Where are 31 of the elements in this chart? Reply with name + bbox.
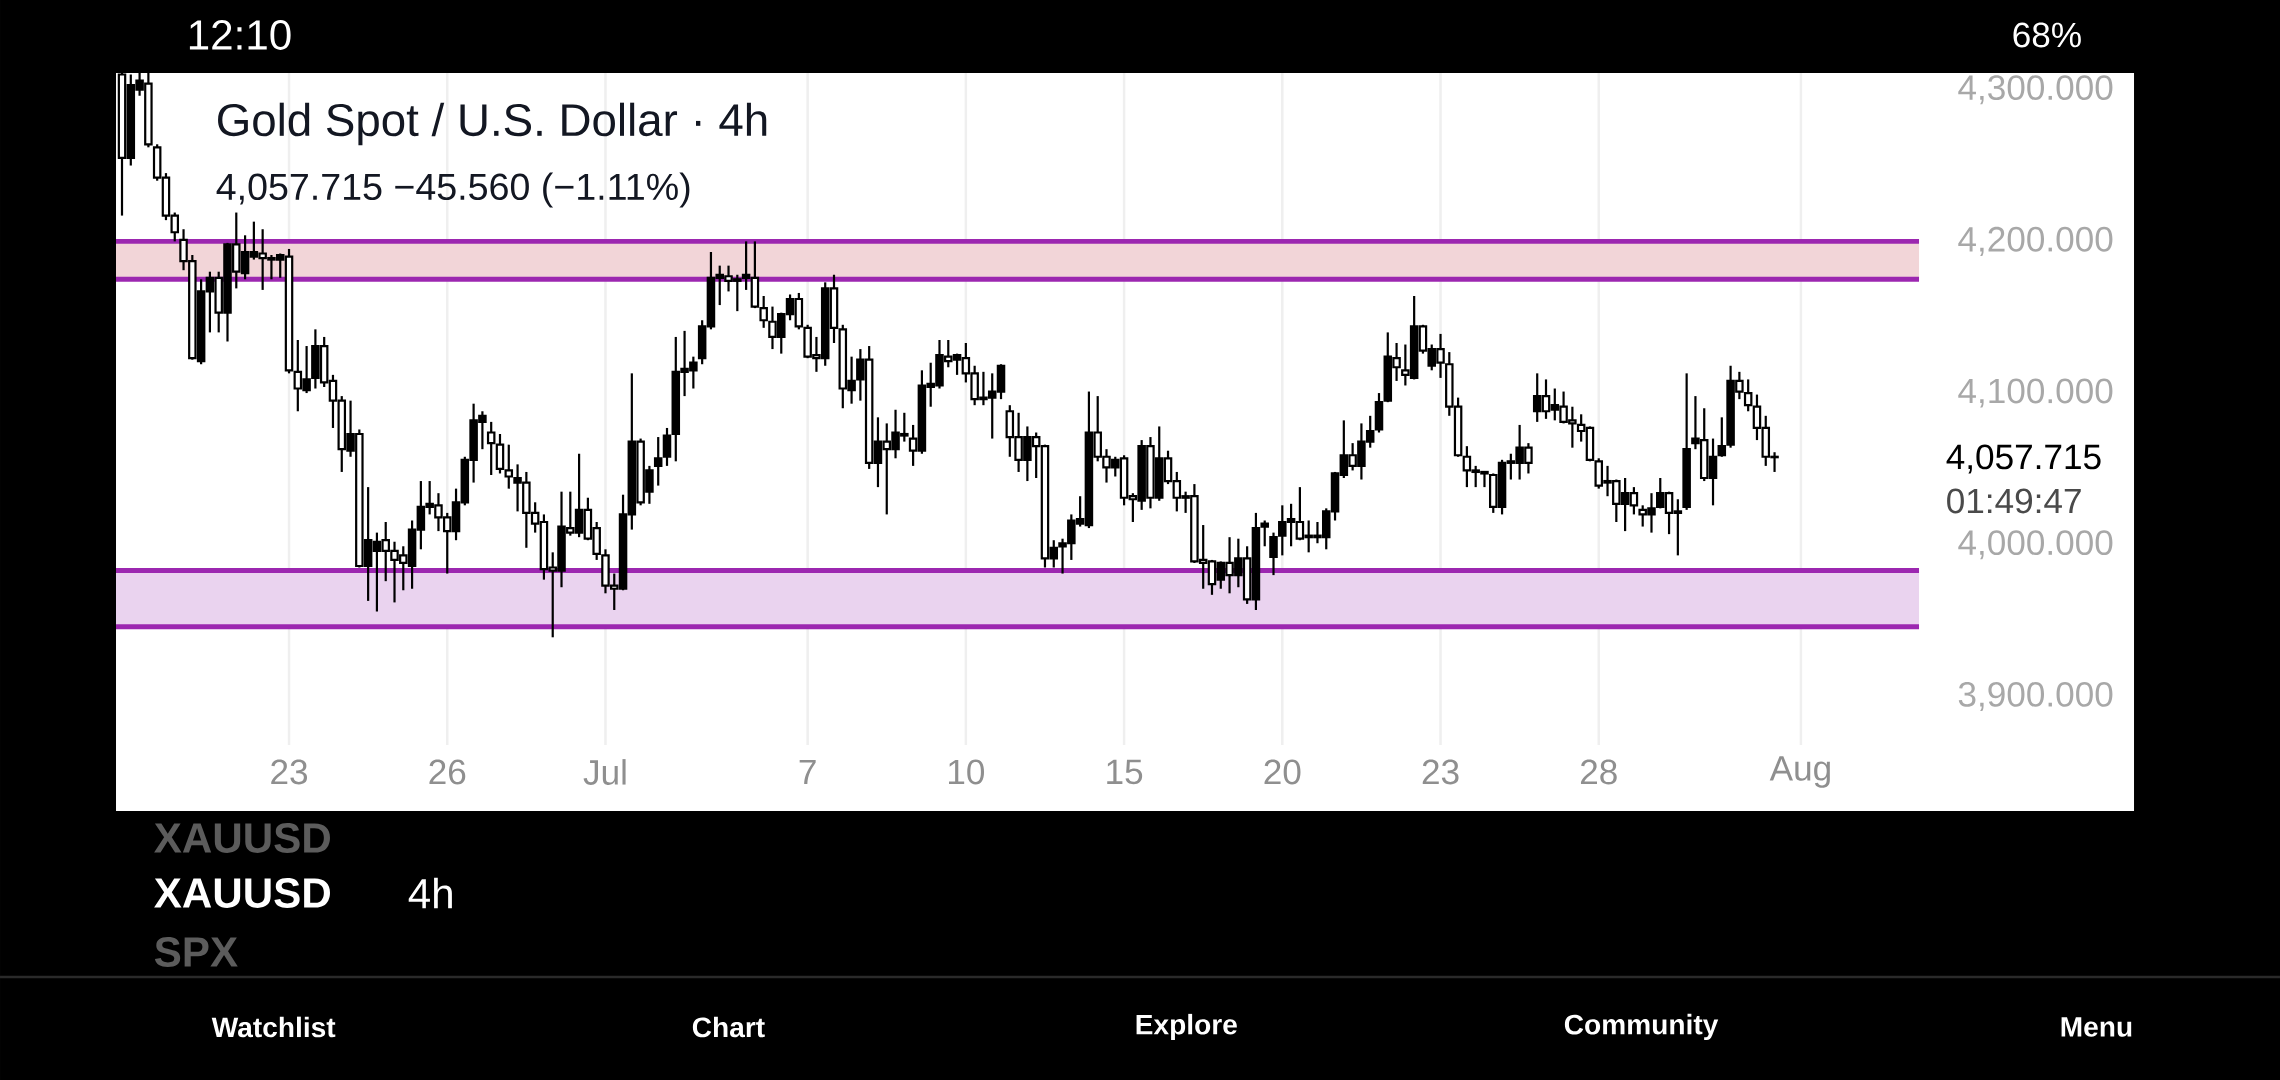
y-tick-label: 4,300.000 xyxy=(1958,75,2113,105)
text: Menu xyxy=(2061,1017,2132,1037)
y-tick-label: 4,100.000 xyxy=(1958,378,2113,408)
text: Explore xyxy=(1136,1013,1237,1041)
x-tick-label: Aug xyxy=(1769,756,1830,788)
x-tick-label: 23 xyxy=(1422,759,1459,785)
x-tick-label: 15 xyxy=(1107,759,1143,785)
text: Watchlist xyxy=(211,1016,336,1038)
text: 01:49:47 xyxy=(1947,488,2081,514)
text: XAUUSD xyxy=(154,878,330,908)
text: 4h xyxy=(408,877,452,909)
text: Gold Spot / U.S. Dollar · 4h xyxy=(218,102,767,146)
text: 4,057.715 −45.560 (−1.11%) xyxy=(216,172,690,208)
text: SPX xyxy=(154,937,238,967)
x-tick-label: Jul xyxy=(583,759,626,785)
x-tick-label: 23 xyxy=(271,759,308,785)
text: XAUUSD xyxy=(154,823,330,853)
candlestick xyxy=(486,420,496,477)
y-tick-label: 4,200.000 xyxy=(1958,226,2113,256)
text: Community xyxy=(1564,1013,1719,1041)
x-tick-label: 10 xyxy=(949,759,985,785)
text: 68% xyxy=(2013,22,2081,48)
y-tick-label: 4,000.000 xyxy=(1958,530,2113,560)
x-tick-label: 7 xyxy=(799,759,816,785)
text: 12:10 xyxy=(189,20,291,50)
x-tick-label: 26 xyxy=(429,759,466,785)
x-tick-label: 20 xyxy=(1264,759,1301,785)
text: Chart xyxy=(692,1016,765,1038)
x-tick-label: 28 xyxy=(1580,759,1617,785)
text: 4,057.715 xyxy=(1946,444,2101,474)
y-tick-label: 3,900.000 xyxy=(1958,681,2113,711)
